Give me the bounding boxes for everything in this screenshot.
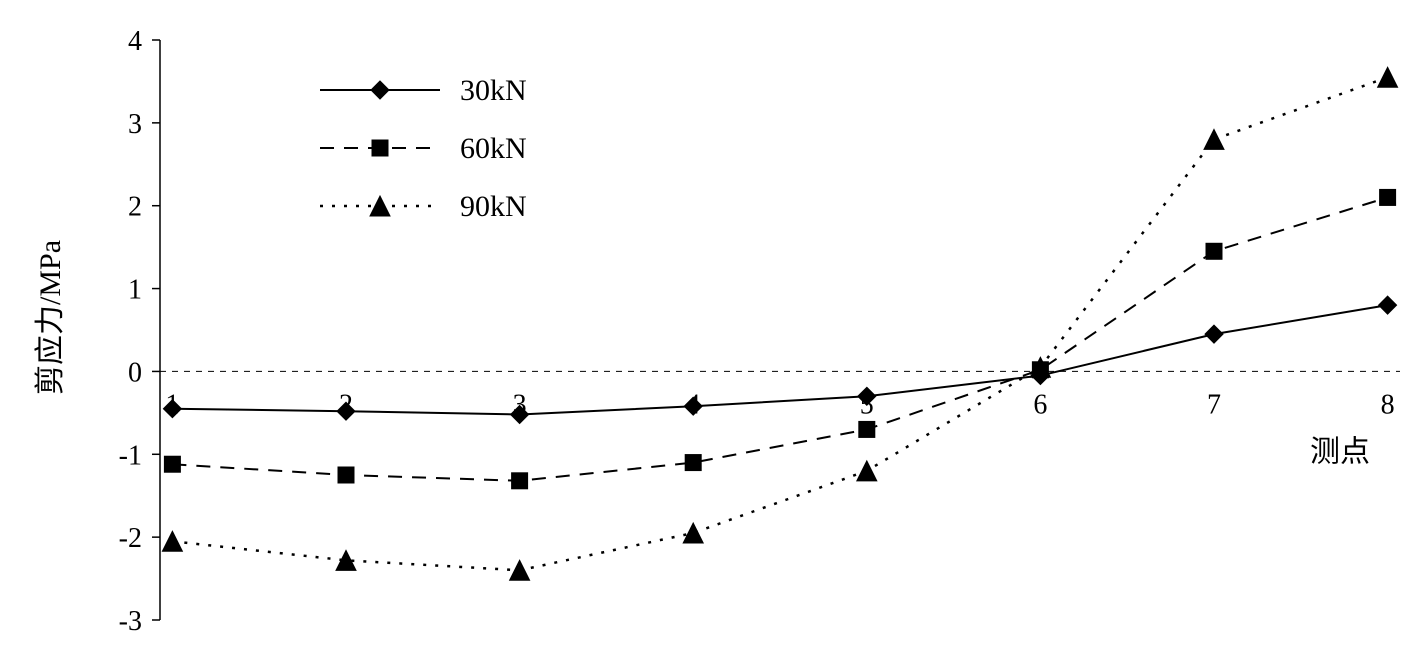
- legend-label: 60kN: [460, 132, 527, 165]
- x-tick-label: 7: [1207, 389, 1221, 420]
- diamond-marker: [1379, 296, 1397, 314]
- y-tick-label: 0: [128, 357, 142, 388]
- legend-item: 90kN: [320, 190, 527, 223]
- y-axis-title: 剪应力/MPa: [34, 240, 67, 395]
- triangle-marker: [1378, 67, 1398, 87]
- series-line: [172, 77, 1387, 570]
- diamond-marker: [371, 81, 389, 99]
- triangle-marker: [1204, 129, 1224, 149]
- triangle-marker: [510, 560, 530, 580]
- x-tick-label: 8: [1381, 389, 1395, 420]
- series-line: [172, 305, 1387, 414]
- series-line: [172, 197, 1387, 480]
- legend-item: 30kN: [320, 74, 527, 107]
- y-tick-label: 2: [128, 192, 142, 223]
- x-tick-label: 6: [1033, 389, 1047, 420]
- square-marker: [1206, 243, 1222, 259]
- diamond-marker: [1205, 325, 1223, 343]
- y-tick-label: -1: [119, 440, 142, 471]
- square-marker: [512, 473, 528, 489]
- triangle-marker: [857, 461, 877, 481]
- y-tick-label: 4: [128, 26, 142, 57]
- square-marker: [338, 467, 354, 483]
- shear-stress-chart: -3-2-10123412345678剪应力/MPa测点30kN60kN90kN: [20, 20, 1421, 652]
- triangle-marker: [162, 531, 182, 551]
- legend-label: 90kN: [460, 190, 527, 223]
- legend-label: 30kN: [460, 74, 527, 107]
- legend-item: 60kN: [320, 132, 527, 165]
- triangle-marker: [370, 196, 390, 216]
- y-tick-label: -2: [119, 523, 142, 554]
- y-tick-label: 1: [128, 275, 142, 306]
- y-tick-label: -3: [119, 606, 142, 637]
- square-marker: [685, 455, 701, 471]
- square-marker: [1380, 189, 1396, 205]
- square-marker: [372, 140, 388, 156]
- x-axis-title: 测点: [1310, 435, 1370, 468]
- y-tick-label: 3: [128, 109, 142, 140]
- triangle-marker: [683, 523, 703, 543]
- series-90kN: [162, 67, 1397, 580]
- square-marker: [164, 456, 180, 472]
- chart-svg: -3-2-10123412345678剪应力/MPa测点30kN60kN90kN: [20, 20, 1421, 652]
- square-marker: [859, 421, 875, 437]
